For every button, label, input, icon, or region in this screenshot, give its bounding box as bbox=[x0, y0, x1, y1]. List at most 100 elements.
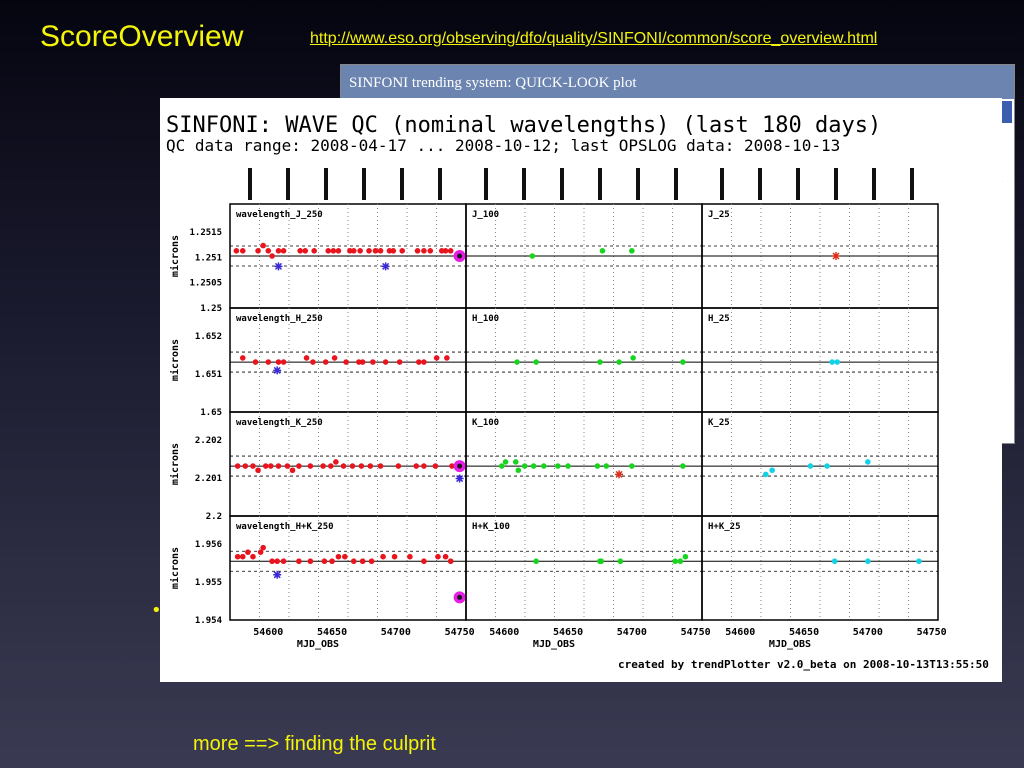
data-point bbox=[421, 558, 427, 565]
data-point bbox=[234, 553, 241, 560]
data-point bbox=[807, 463, 814, 469]
data-point bbox=[541, 463, 547, 469]
data-point bbox=[834, 359, 841, 365]
data-point bbox=[529, 253, 536, 259]
data-point bbox=[682, 553, 689, 560]
data-point bbox=[829, 359, 835, 365]
highlight-dot bbox=[457, 253, 463, 259]
x-axis-label: MJD_OBS bbox=[533, 639, 575, 650]
x-axis-label: MJD_OBS bbox=[769, 639, 811, 650]
panel-label: wavelength_J_250 bbox=[236, 210, 323, 220]
data-point bbox=[377, 463, 384, 469]
data-point bbox=[514, 359, 520, 365]
data-point bbox=[297, 248, 303, 254]
data-point bbox=[358, 463, 365, 469]
data-point bbox=[433, 355, 440, 361]
data-point bbox=[680, 463, 686, 469]
data-point bbox=[416, 359, 422, 365]
event-marker bbox=[362, 168, 366, 200]
data-point bbox=[603, 463, 610, 469]
data-point bbox=[598, 558, 605, 565]
data-point bbox=[421, 359, 427, 365]
panel-label: H_25 bbox=[708, 314, 730, 324]
data-point bbox=[372, 248, 379, 254]
trend-plot: SINFONI: WAVE QC (nominal wavelengths) (… bbox=[166, 113, 989, 671]
data-point bbox=[331, 355, 338, 361]
y-tick-label: 1.955 bbox=[195, 578, 222, 588]
data-point bbox=[769, 467, 775, 474]
data-point bbox=[284, 463, 291, 469]
data-point bbox=[245, 549, 251, 555]
data-point bbox=[274, 558, 280, 565]
data-point bbox=[280, 558, 287, 565]
data-point bbox=[672, 558, 679, 565]
highlight-dot bbox=[457, 594, 463, 600]
x-tick-label: 54650 bbox=[317, 627, 347, 638]
data-point bbox=[239, 553, 246, 560]
panel-label: wavelength_K_250 bbox=[236, 418, 323, 428]
event-marker bbox=[834, 168, 838, 200]
trend-plot-panel: SINFONI: WAVE QC (nominal wavelengths) (… bbox=[160, 98, 1002, 682]
data-point bbox=[239, 355, 246, 361]
data-point bbox=[350, 558, 357, 565]
data-point bbox=[502, 459, 509, 465]
data-point bbox=[530, 463, 537, 469]
data-point bbox=[599, 248, 606, 254]
data-point bbox=[268, 463, 274, 469]
x-tick-label: 54750 bbox=[445, 627, 475, 638]
panel-label: H+K_25 bbox=[708, 522, 741, 532]
outlier-star bbox=[273, 570, 282, 579]
data-point bbox=[512, 459, 519, 465]
data-point bbox=[762, 471, 769, 478]
outlier-star bbox=[455, 474, 464, 483]
data-point bbox=[343, 359, 349, 365]
y-tick-label: 2.202 bbox=[195, 436, 222, 446]
data-point bbox=[629, 463, 635, 469]
data-point bbox=[296, 558, 302, 565]
y-tick-label: 2.201 bbox=[195, 474, 222, 484]
data-point bbox=[269, 558, 275, 565]
y-tick-label: 1.651 bbox=[195, 370, 222, 380]
data-point bbox=[367, 463, 374, 469]
data-point bbox=[414, 248, 421, 254]
outlier-star bbox=[381, 262, 390, 271]
plot-subtitle: QC data range: 2008-04-17 ... 2008-10-12… bbox=[166, 136, 840, 155]
slide-title: ScoreOverview bbox=[40, 20, 244, 53]
data-point bbox=[533, 558, 539, 565]
data-point bbox=[616, 359, 622, 365]
data-point bbox=[310, 359, 316, 365]
event-marker bbox=[324, 168, 328, 200]
x-tick-label: 54600 bbox=[489, 627, 519, 638]
highlight-dot bbox=[457, 463, 463, 469]
data-point bbox=[275, 248, 282, 254]
x-tick-label: 54750 bbox=[681, 627, 711, 638]
data-point bbox=[320, 463, 326, 469]
x-tick-label: 54700 bbox=[381, 627, 411, 638]
data-point bbox=[296, 463, 302, 469]
data-point bbox=[444, 355, 450, 361]
data-point bbox=[239, 248, 246, 254]
slide-link[interactable]: http://www.eso.org/observing/dfo/quality… bbox=[310, 30, 878, 47]
data-point bbox=[307, 463, 314, 469]
event-marker bbox=[636, 168, 640, 200]
data-point bbox=[427, 248, 434, 254]
y-axis-label: microns bbox=[169, 547, 181, 589]
slide-bullet: • bbox=[151, 600, 162, 621]
event-marker bbox=[674, 168, 678, 200]
data-point bbox=[447, 558, 454, 565]
data-point bbox=[359, 359, 366, 365]
data-point bbox=[630, 355, 636, 361]
y-tick-label: 1.652 bbox=[195, 332, 222, 342]
data-point bbox=[677, 558, 684, 565]
data-point bbox=[368, 558, 375, 565]
data-point bbox=[275, 463, 282, 469]
y-axis-label: microns bbox=[169, 339, 181, 381]
data-point bbox=[396, 359, 403, 365]
data-point bbox=[325, 248, 332, 254]
data-point bbox=[330, 248, 337, 254]
data-point bbox=[250, 463, 256, 469]
outlier-star bbox=[273, 366, 282, 375]
y-tick-label: 1.25 bbox=[200, 304, 222, 314]
y-tick-label: 1.251 bbox=[195, 253, 222, 263]
data-point bbox=[449, 463, 455, 469]
